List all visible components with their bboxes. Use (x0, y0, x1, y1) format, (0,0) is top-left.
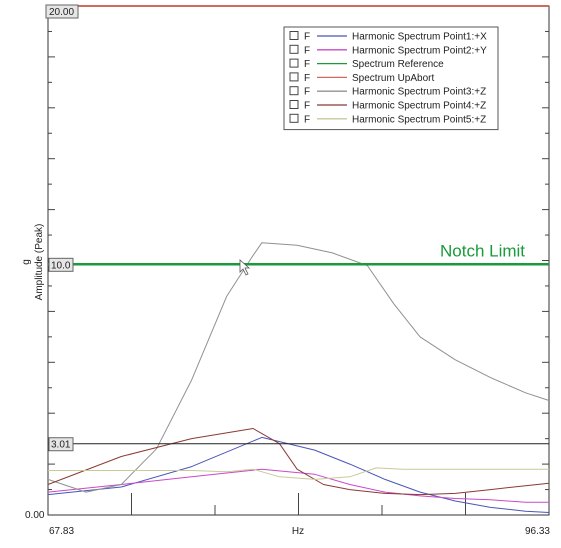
legend-f-5: F (304, 87, 310, 98)
y-tick-label-bottom: 0.00 (25, 510, 45, 521)
reference-badge-1: 10.0 (51, 260, 71, 271)
series-line-6 (47, 428, 550, 496)
legend-label-4: Spectrum UpAbort (352, 73, 434, 84)
y-axis-unit: g (21, 259, 32, 265)
legend-label-1: Harmonic Spectrum Point1:+X (352, 32, 487, 43)
legend-f-4: F (304, 73, 310, 84)
reference-badge-box-1 (48, 257, 74, 272)
legend-checkbox-2[interactable] (289, 44, 299, 54)
legend-box (283, 26, 499, 131)
series-line-2 (47, 468, 549, 503)
legend-label-7: Harmonic Spectrum Point5:+Z (352, 114, 486, 125)
legend-checkbox-6[interactable] (289, 100, 299, 109)
x-axis-title: Hz (292, 526, 304, 537)
legend-label-3: Spectrum Reference (352, 59, 444, 70)
reference-badge-box-2 (48, 437, 74, 452)
legend-checkbox-4[interactable] (289, 72, 299, 82)
legend-f-3: F (304, 59, 310, 70)
notch-limit-annotation: Notch Limit (440, 241, 525, 260)
legend-checkbox-1[interactable] (289, 31, 299, 40)
legend-label-2: Harmonic Spectrum Point2:+Y (352, 45, 487, 56)
mouse-cursor-icon (239, 259, 251, 276)
legend-f-7: F (304, 114, 310, 125)
legend-f-2: F (304, 45, 310, 56)
legend-f-1: F (304, 32, 310, 43)
series-line-7 (48, 467, 549, 480)
x-tick-label-max: 96.33 (525, 526, 550, 537)
legend-checkbox-7[interactable] (289, 113, 299, 123)
legend-f-6: F (304, 101, 310, 112)
legend-label-5: Harmonic Spectrum Point3:+Z (352, 87, 486, 98)
x-tick-label-min: 67.83 (49, 526, 74, 537)
series-line-5 (47, 242, 550, 493)
y-tick-label-top: 20.00 (49, 7, 74, 18)
legend-label-6: Harmonic Spectrum Point4:+Z (352, 101, 486, 112)
legend-checkbox-5[interactable] (289, 86, 299, 96)
legend-checkbox-3[interactable] (289, 58, 299, 68)
y-tick-label-box (45, 4, 79, 19)
y-axis-title: Amplitude (Peak) (34, 224, 45, 301)
reference-badge-2: 3.01 (51, 440, 71, 451)
